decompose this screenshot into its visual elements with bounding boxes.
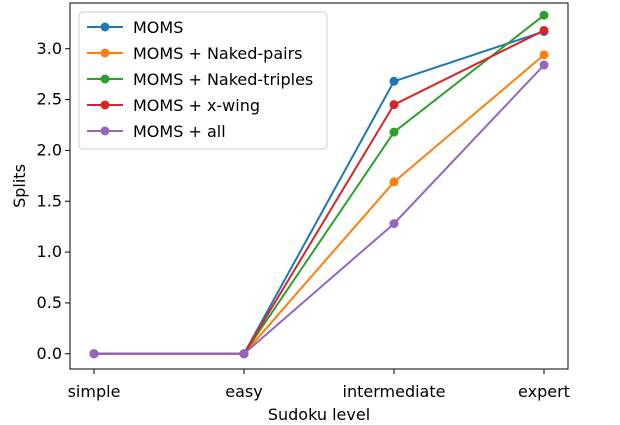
- data-point: [389, 100, 399, 110]
- legend-swatch-marker: [100, 22, 110, 32]
- legend-swatch-marker: [100, 100, 110, 110]
- plot-frame: [69, 2, 569, 370]
- legend-item: MOMS + Naked-triples: [87, 70, 313, 89]
- x-tick-label: easy: [225, 382, 262, 401]
- y-axis-label: Splits: [10, 164, 29, 208]
- data-point: [539, 25, 549, 35]
- series-line: [94, 64, 545, 355]
- x-axis-label: Sudoku level: [268, 405, 370, 424]
- legend-swatch-marker: [100, 126, 110, 136]
- legend-box: [78, 11, 328, 150]
- data-point: [389, 127, 399, 137]
- y-tick-label: 0.0: [37, 344, 62, 363]
- y-tick-label: 2.5: [37, 90, 62, 109]
- data-point: [539, 10, 549, 20]
- legend-item: MOMS + x-wing: [87, 96, 260, 115]
- legend-label: MOMS: [133, 18, 183, 37]
- y-tick-label: 2.0: [37, 140, 62, 159]
- data-point: [539, 60, 549, 70]
- y-tick-label: 0.5: [37, 293, 62, 312]
- legend-label: MOMS + Naked-pairs: [133, 44, 303, 63]
- series-layer: [89, 10, 549, 359]
- legend-item: MOMS + all: [87, 122, 226, 141]
- legend-label: MOMS + x-wing: [133, 96, 260, 115]
- x-tick-label: intermediate: [343, 382, 446, 401]
- data-point: [389, 177, 399, 187]
- data-point: [239, 349, 249, 359]
- y-tick-label: 3.0: [37, 39, 62, 58]
- legend-label: MOMS + all: [133, 122, 226, 141]
- x-tick-label: simple: [68, 382, 121, 401]
- data-point: [539, 50, 549, 60]
- y-tick-label: 1.0: [37, 242, 62, 261]
- series-5: [89, 60, 549, 359]
- legend: MOMS MOMS + Naked-pairs MOMS + Naked-tripl…: [78, 11, 328, 150]
- data-point: [89, 349, 99, 359]
- y-axis: 0.0 0.5 1.0 1.5 2.0 2.5 3.0: [37, 39, 70, 363]
- x-tick-label: expert: [518, 382, 570, 401]
- legend-item: MOMS + Naked-pairs: [87, 44, 303, 63]
- x-axis: simple easy intermediate expert: [68, 369, 570, 401]
- legend-swatch-marker: [100, 48, 110, 58]
- legend-item: MOMS: [87, 18, 183, 37]
- y-tick-label: 1.5: [37, 191, 62, 210]
- data-point: [389, 76, 399, 86]
- legend-swatch-marker: [100, 74, 110, 84]
- legend-label: MOMS + Naked-triples: [133, 70, 313, 89]
- data-point: [389, 219, 399, 229]
